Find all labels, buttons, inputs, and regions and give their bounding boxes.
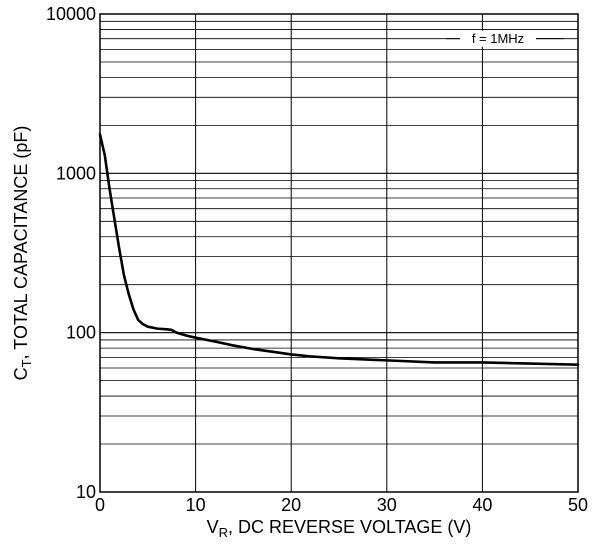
y-tick-label-1000: 1000 bbox=[56, 163, 96, 183]
x-tick-label-50: 50 bbox=[568, 495, 588, 515]
annotation-label: f = 1MHz bbox=[472, 31, 524, 46]
x-axis-title-main: V bbox=[207, 517, 219, 537]
x-axis-title-rest: , DC REVERSE VOLTAGE (V) bbox=[228, 517, 471, 537]
x-axis-title-sub: R bbox=[219, 525, 228, 540]
x-tick-label-10: 10 bbox=[186, 495, 206, 515]
y-axis-title-sub: T bbox=[19, 359, 34, 367]
y-tick-label-10: 10 bbox=[76, 482, 96, 502]
x-tick-label-40: 40 bbox=[472, 495, 492, 515]
x-tick-label-30: 30 bbox=[377, 495, 397, 515]
series-line-capacitance bbox=[98, 133, 580, 366]
grid bbox=[100, 14, 578, 492]
y-axis-title: CT, TOTAL CAPACITANCE (pF) bbox=[11, 126, 34, 381]
annotation-bg bbox=[460, 30, 536, 47]
y-tick-label-10000: 10000 bbox=[46, 4, 96, 24]
plot-frame bbox=[99, 13, 579, 493]
y-tick-label-100: 100 bbox=[66, 323, 96, 343]
annotation-group: f = 1MHz bbox=[446, 30, 564, 47]
y-axis-title-main: C bbox=[11, 367, 31, 380]
x-tick-label-20: 20 bbox=[281, 495, 301, 515]
x-tick-label-0: 0 bbox=[95, 495, 105, 515]
y-axis-title-rest: , TOTAL CAPACITANCE (pF) bbox=[11, 126, 31, 360]
x-axis-title: VR, DC REVERSE VOLTAGE (V) bbox=[207, 517, 472, 540]
